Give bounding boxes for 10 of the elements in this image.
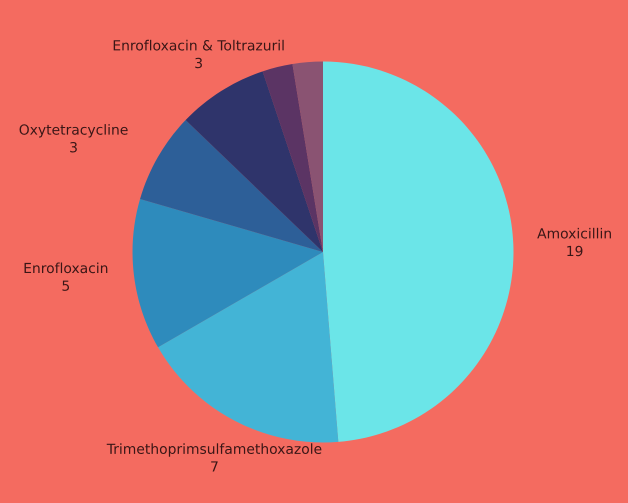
slice-label: Enrofloxacin [24,262,108,274]
data-label: 3 [70,142,77,152]
slice-label: Enrofloxacin & Toltrazuril [114,40,284,51]
slice-label: Amoxicillin [537,228,611,239]
slice-label: Trimethoprimsulfamethoxazole [106,443,322,457]
data-label: 19 [567,246,582,256]
slice-label: Oxytetracycline [20,124,128,138]
data-label: 5 [62,280,70,291]
data-label: 7 [211,461,218,472]
data-label: 3 [195,58,202,68]
